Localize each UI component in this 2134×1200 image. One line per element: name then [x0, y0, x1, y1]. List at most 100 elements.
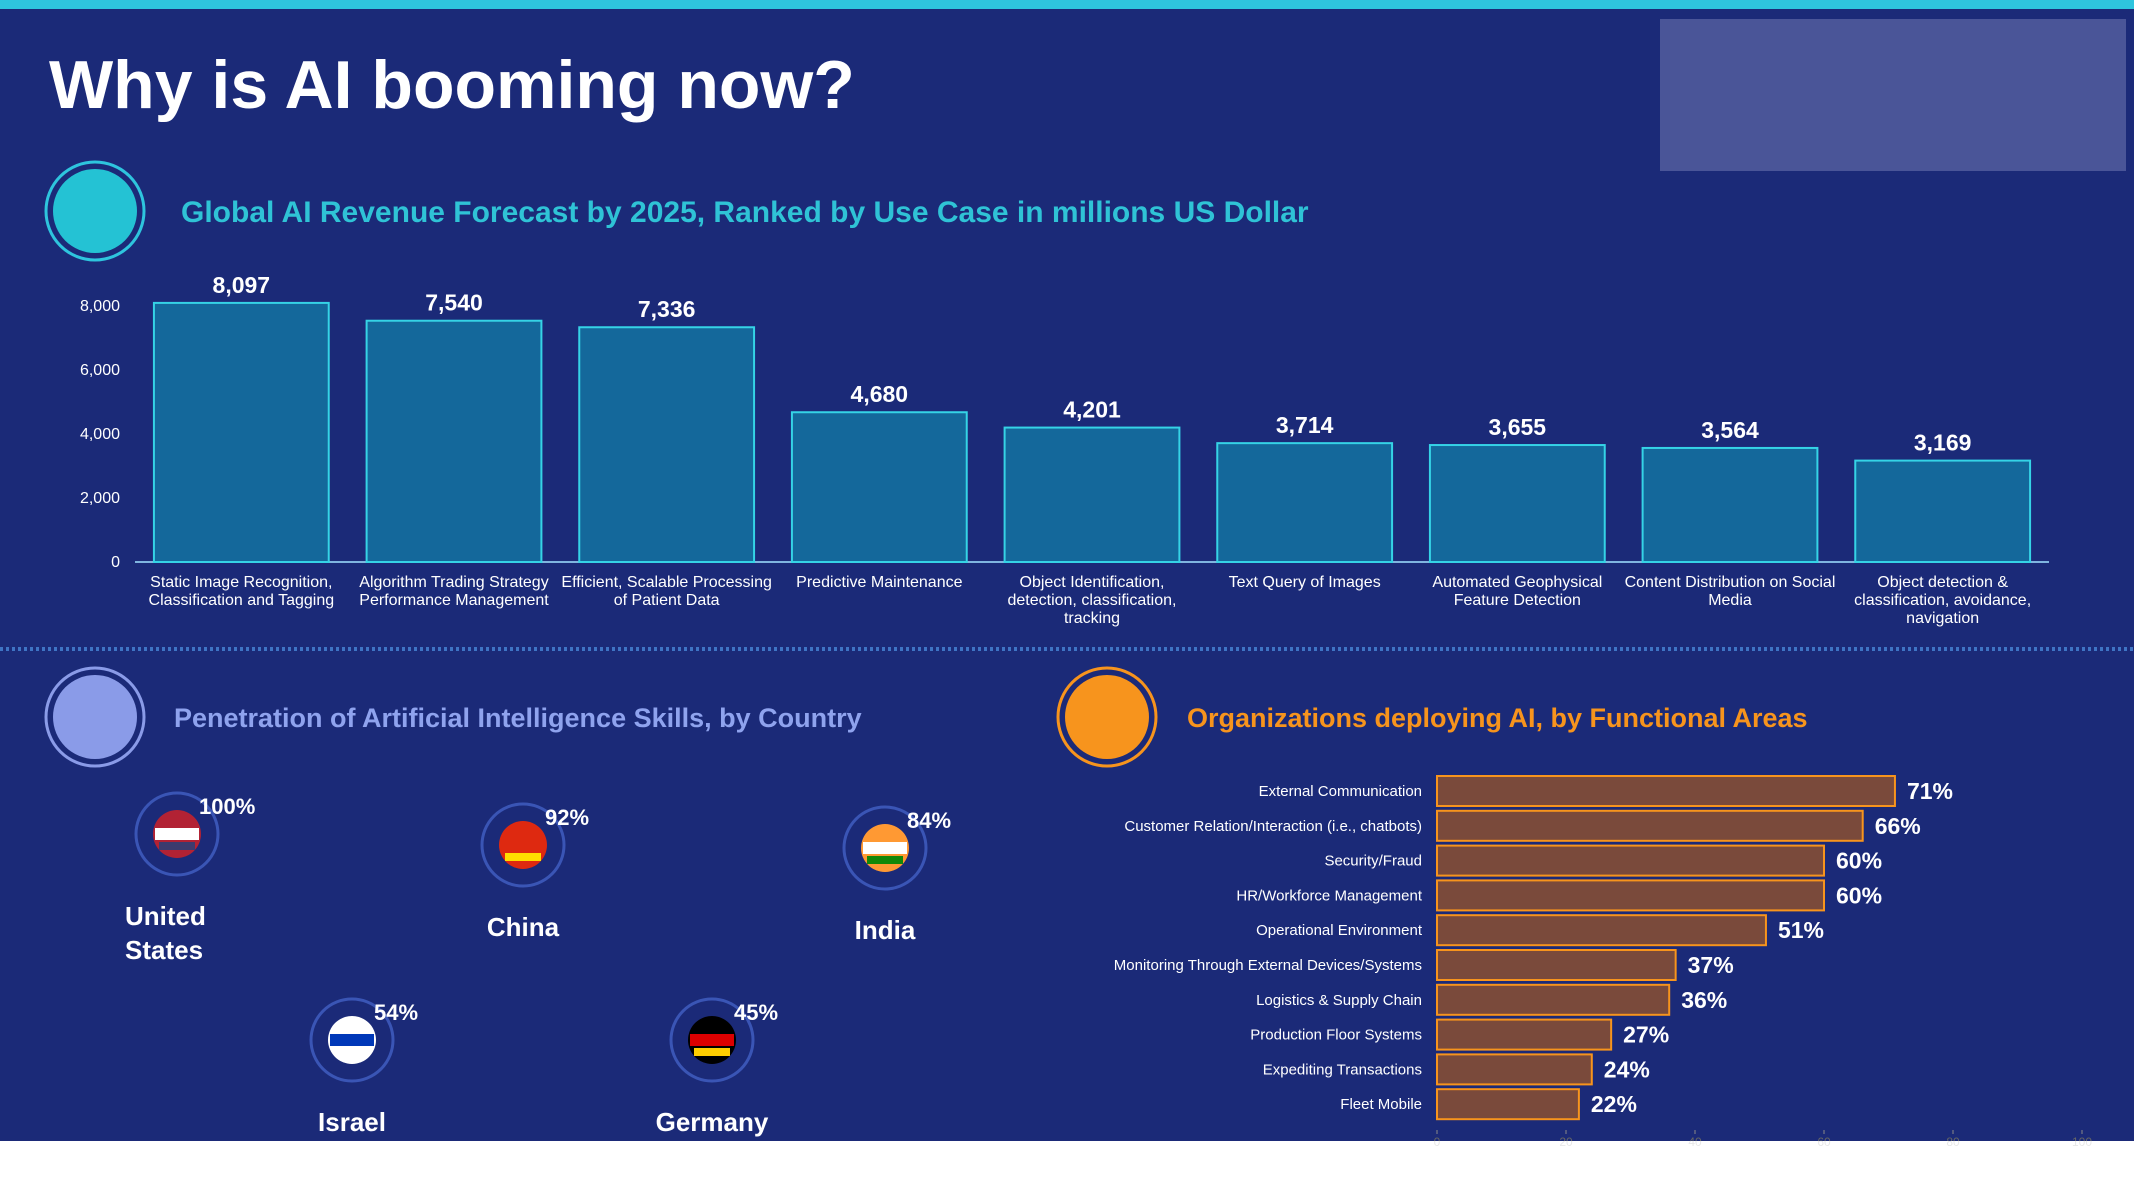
value-label: 60%: [1836, 848, 1882, 874]
bottom-margin: [0, 1141, 2134, 1200]
country-ring: [309, 997, 395, 1083]
bar: [152, 301, 330, 563]
orgs-icon: [1065, 675, 1149, 759]
bar: [1003, 426, 1181, 563]
country-name: China: [486, 912, 560, 942]
bar: [1428, 444, 1606, 564]
category-label: HR/Workforce Management: [1236, 887, 1422, 904]
x-tick-label: Object detection & classification, avoid…: [1854, 574, 2032, 627]
value-label: 3,169: [1914, 430, 1972, 456]
bar: [1436, 1053, 1593, 1086]
bar: [790, 411, 968, 563]
flag-band: [867, 856, 903, 864]
country-name: India: [854, 915, 916, 945]
value-label: 4,680: [851, 381, 909, 407]
flag-band: [330, 1034, 374, 1046]
bar: [365, 319, 543, 563]
value-label: 22%: [1591, 1091, 1637, 1117]
value-label: 45%: [734, 1000, 778, 1025]
bar: [578, 326, 756, 563]
country-ring: [669, 997, 755, 1083]
value-label: 4,201: [1063, 397, 1121, 423]
value-label: 71%: [1907, 778, 1953, 804]
category-label: Logistics & Supply Chain: [1256, 992, 1422, 1009]
flag-band: [334, 1048, 370, 1056]
category-label: External Communication: [1259, 783, 1422, 800]
flag-band: [863, 842, 907, 854]
value-label: 100%: [199, 794, 255, 819]
value-label: 3,655: [1489, 414, 1547, 440]
country-name: Israel: [318, 1107, 386, 1137]
value-label: 3,564: [1701, 417, 1759, 443]
bar: [1436, 983, 1671, 1016]
category-label: Monitoring Through External Devices/Syst…: [1114, 957, 1422, 974]
value-label: 7,336: [638, 296, 696, 322]
bar: [1436, 809, 1864, 842]
value-label: 60%: [1836, 882, 1882, 908]
x-tick-label: Object Identification, detection, classi…: [1007, 574, 1177, 627]
x-tick-label: Static Image Recognition, Classification…: [148, 574, 335, 609]
category-label: Operational Environment: [1256, 922, 1423, 939]
value-label: 27%: [1623, 1022, 1669, 1048]
country-ring: [134, 791, 220, 877]
slide-title: Why is AI booming now?: [49, 47, 855, 123]
value-label: 84%: [907, 808, 951, 833]
placeholder-box: [1660, 19, 2126, 171]
value-label: 66%: [1875, 813, 1921, 839]
bar: [1436, 1088, 1580, 1121]
value-label: 54%: [374, 1000, 418, 1025]
value-label: 24%: [1604, 1056, 1650, 1082]
y-tick-label: 2,000: [80, 490, 120, 507]
flag-band: [159, 842, 195, 850]
x-tick-label: Algorithm Trading Strategy Performance M…: [359, 574, 549, 609]
value-label: 36%: [1681, 987, 1727, 1013]
chart-title: Global AI Revenue Forecast by 2025, Rank…: [181, 196, 1309, 229]
y-tick-label: 4,000: [80, 426, 120, 443]
y-tick-label: 6,000: [80, 362, 120, 379]
flag-band: [690, 1034, 734, 1046]
x-tick-label: Efficient, Scalable Processing of Patien…: [561, 574, 772, 609]
value-label: 92%: [545, 805, 589, 830]
y-tick-label: 0: [111, 554, 120, 571]
background: [0, 0, 2134, 1141]
country-name: Germany: [655, 1107, 769, 1137]
bar: [1854, 459, 2032, 564]
value-label: 51%: [1778, 917, 1824, 943]
flag-band: [694, 1048, 730, 1056]
category-label: Customer Relation/Interaction (i.e., cha…: [1124, 818, 1422, 835]
flag-band: [501, 839, 545, 851]
flag-band: [505, 853, 541, 861]
chart-title: Organizations deploying AI, by Functiona…: [1187, 703, 1808, 733]
bar: [1436, 775, 1896, 807]
country-ring: [842, 805, 928, 891]
value-label: 8,097: [213, 272, 271, 298]
bar: [1216, 442, 1394, 564]
value-label: 7,540: [425, 290, 483, 316]
country-ring: [480, 802, 566, 888]
y-tick-label: 8,000: [80, 298, 120, 315]
value-label: 37%: [1688, 952, 1734, 978]
x-tick-label: Predictive Maintenance: [796, 574, 963, 591]
category-label: Expediting Transactions: [1263, 1061, 1422, 1078]
x-tick-label: Content Distribution on Social Media: [1624, 574, 1836, 609]
bar: [1436, 949, 1677, 981]
category-label: Production Floor Systems: [1250, 1027, 1422, 1044]
bar: [1436, 879, 1825, 912]
value-label: 3,714: [1276, 412, 1334, 438]
top-stripe: [0, 0, 2134, 9]
x-tick-label: Text Query of Images: [1228, 574, 1381, 591]
country-name: United States: [125, 901, 206, 965]
bar: [1436, 844, 1825, 877]
category-label: Fleet Mobile: [1340, 1096, 1422, 1113]
chart-title: Penetration of Artificial Intelligence S…: [174, 703, 862, 733]
x-tick-label: Automated Geophysical Feature Detection: [1432, 574, 1603, 609]
bar: [1641, 446, 1819, 563]
bar: [1436, 1018, 1613, 1051]
bar: [1436, 914, 1767, 947]
flag-band: [155, 828, 199, 840]
category-label: Security/Fraud: [1324, 853, 1422, 870]
revenue-icon: [53, 169, 137, 253]
skills-icon: [53, 675, 137, 759]
